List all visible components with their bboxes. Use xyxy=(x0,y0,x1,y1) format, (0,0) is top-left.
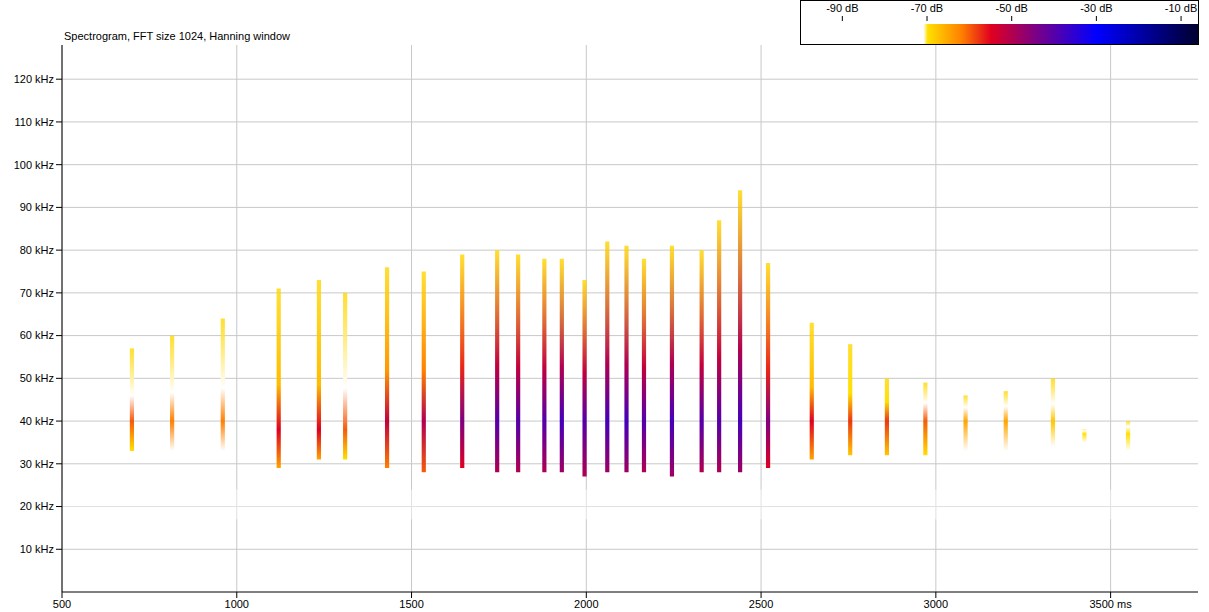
svg-text:50 kHz: 50 kHz xyxy=(20,372,54,384)
svg-text:1500: 1500 xyxy=(399,598,423,610)
html-text:Spectrogram, FFT size 1024, Ha: Spectrogram, FFT size 1024, Hanning wind… xyxy=(64,30,290,42)
svg-text:10 kHz: 10 kHz xyxy=(20,543,54,555)
svg-text:70 kHz: 70 kHz xyxy=(20,287,54,299)
svg-text:120 kHz: 120 kHz xyxy=(14,73,54,85)
svg-text:100 kHz: 100 kHz xyxy=(14,159,54,171)
svg-text:20 kHz: 20 kHz xyxy=(20,500,54,512)
svg-text:2000: 2000 xyxy=(574,598,598,610)
svg-text:-70 dB: -70 dB xyxy=(911,2,943,14)
svg-text:40 kHz: 40 kHz xyxy=(20,415,54,427)
svg-text:-30 dB: -30 dB xyxy=(1080,2,1112,14)
svg-text:80 kHz: 80 kHz xyxy=(20,244,54,256)
svg-text:1000: 1000 xyxy=(225,598,249,610)
svg-text:-90 dB: -90 dB xyxy=(826,2,858,14)
svg-text:60 kHz: 60 kHz xyxy=(20,329,54,341)
svg-text:500: 500 xyxy=(53,598,71,610)
svg-text:2500: 2500 xyxy=(749,598,773,610)
svg-text:-10 dB: -10 dB xyxy=(1165,2,1197,14)
svg-text:-50 dB: -50 dB xyxy=(995,2,1027,14)
svg-text:3000: 3000 xyxy=(924,598,948,610)
svg-text:3500 ms: 3500 ms xyxy=(1090,598,1133,610)
svg-text:110 kHz: 110 kHz xyxy=(14,116,54,128)
svg-text:30 kHz: 30 kHz xyxy=(20,458,54,470)
svg-text:90 kHz: 90 kHz xyxy=(20,201,54,213)
